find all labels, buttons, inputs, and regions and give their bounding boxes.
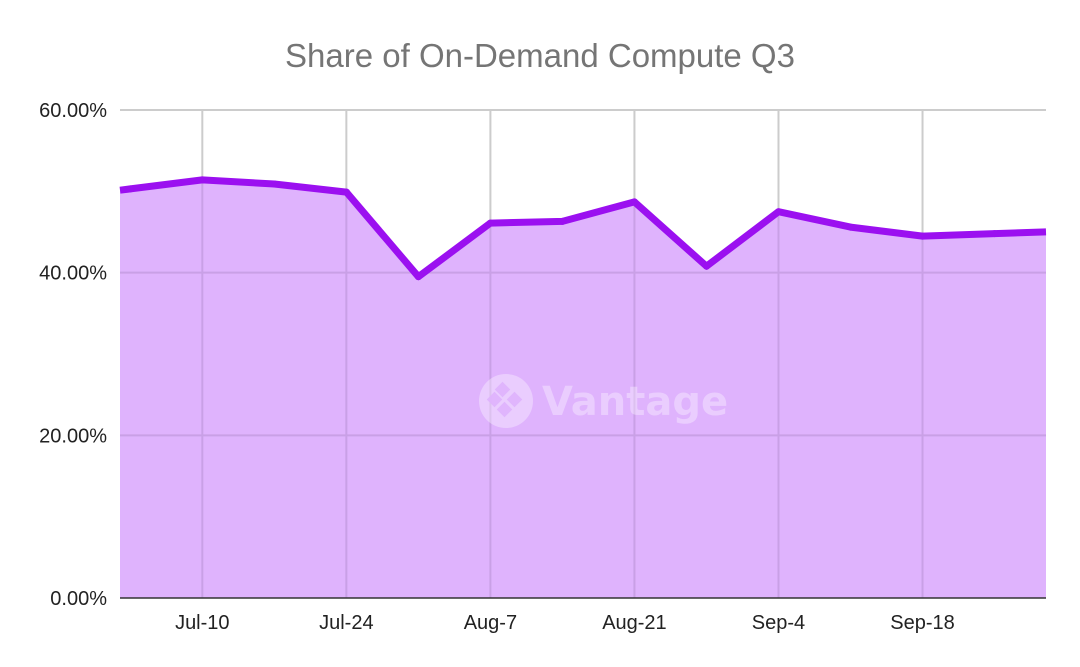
data-point (630, 198, 638, 206)
area-fill (120, 179, 1046, 598)
data-point (847, 223, 854, 231)
chart-title: Share of On-Demand Compute Q3 (285, 37, 795, 74)
x-tick-label: Sep-18 (890, 612, 955, 634)
data-point (126, 185, 134, 193)
x-tick-label: Jul-10 (175, 612, 229, 634)
data-point (919, 232, 926, 240)
data-point (558, 217, 566, 225)
x-tick-label: Sep-4 (752, 612, 805, 634)
y-tick-label: 40.00% (39, 263, 107, 285)
data-point (198, 176, 206, 184)
axes: 0.00% 20.00% 40.00% 60.00% Jul-10 Jul-24 Aug-7… (39, 100, 1046, 634)
watermark: Vantage (479, 374, 728, 428)
x-tick-label: Aug-21 (602, 612, 667, 634)
y-tick-label: 20.00% (39, 425, 107, 447)
data-point (414, 273, 422, 281)
area-layer (119, 176, 1047, 598)
data-point (270, 180, 278, 188)
data-point (703, 262, 710, 270)
data-point (342, 188, 350, 196)
y-tick-label: 0.00% (50, 588, 107, 610)
vantage-logo-icon (479, 374, 533, 428)
data-point (775, 208, 782, 216)
data-point (991, 230, 999, 238)
data-point (486, 219, 494, 227)
x-tick-label: Aug-7 (464, 612, 517, 634)
y-tick-label: 60.00% (39, 100, 107, 122)
watermark-text: Vantage (542, 379, 728, 425)
x-tick-label: Jul-24 (319, 612, 373, 634)
